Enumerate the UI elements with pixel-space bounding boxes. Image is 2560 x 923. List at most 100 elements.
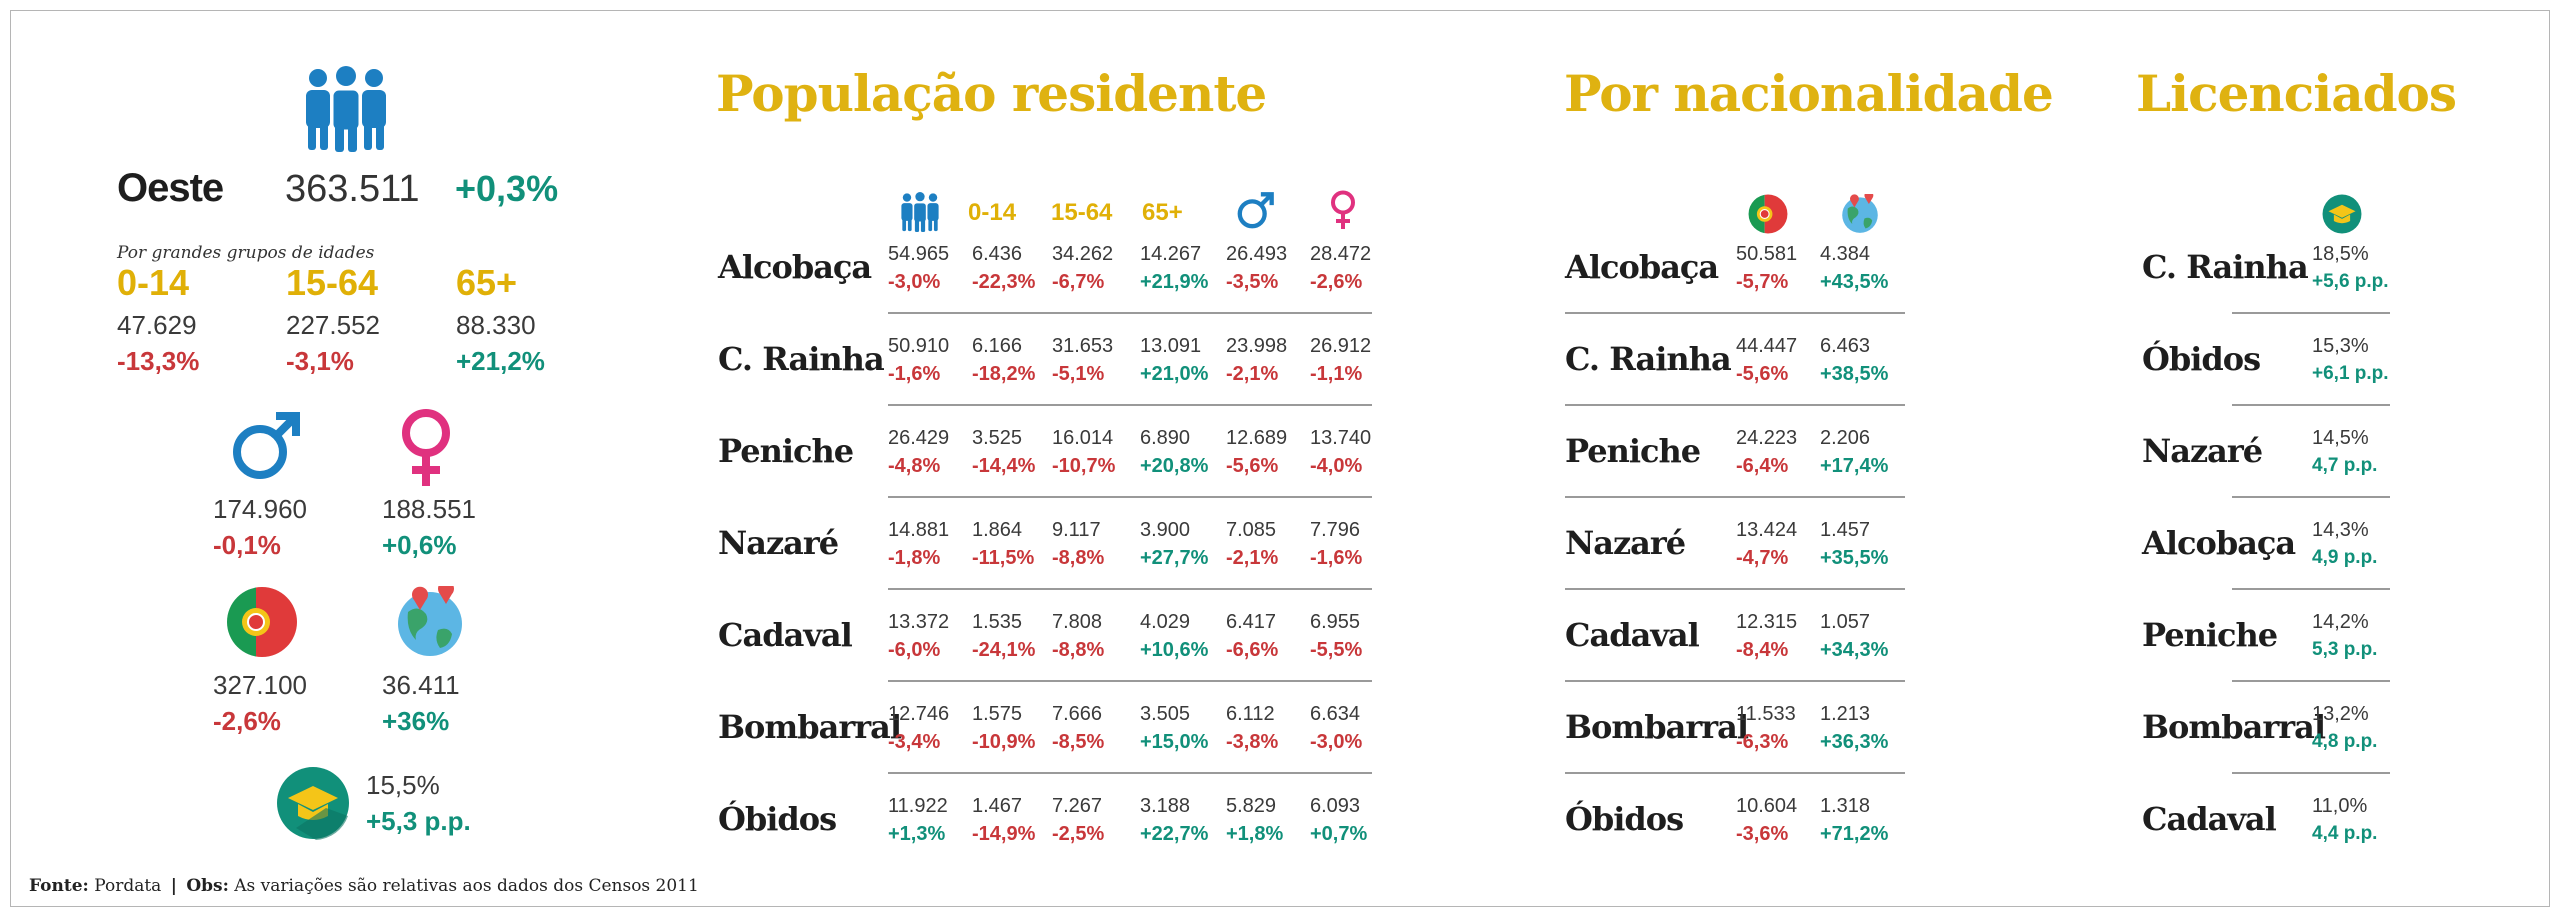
graduation-cap-icon (2322, 194, 2362, 234)
cell-value: 11.922 (888, 795, 948, 817)
cell-value: 5.829 (1226, 795, 1277, 817)
row-divider (888, 496, 1372, 498)
cell-change: +5,6 p.p. (2312, 271, 2389, 292)
nationality-title: Por nacionalidade (1564, 64, 2054, 123)
table-cell: 14.267 +21,9% (1140, 240, 1208, 296)
cell-change: +38,5% (1820, 363, 1889, 385)
table-cell: 12.689 -5,6% (1226, 424, 1287, 480)
portuguese-value: 327.100 (213, 670, 307, 700)
portugal-flag-icon (1748, 194, 1788, 234)
people-icon (306, 66, 386, 152)
cell-change: -6,0% (888, 639, 941, 661)
cell-value: 3.505 (1140, 703, 1191, 725)
table-cell: 31.653 -5,1% (1052, 332, 1113, 388)
cell-change: -10,9% (972, 731, 1036, 753)
cell-change: -6,7% (1052, 271, 1105, 293)
region-population: 363.511 (285, 168, 420, 210)
age-group-change: +21,2% (456, 346, 545, 376)
age-group-value: 88.330 (456, 310, 536, 340)
cell-value: 44.447 (1736, 335, 1798, 357)
cell-change: 4,9 p.p. (2312, 547, 2378, 568)
portuguese-change: -2,6% (213, 706, 281, 736)
globe-icon (1842, 194, 1878, 233)
table-cell: 3.525 -14,4% (972, 424, 1035, 480)
cell-value: 13.372 (888, 611, 950, 633)
cell-value: 6.955 (1310, 611, 1361, 633)
cell-change: 4,7 p.p. (2312, 455, 2378, 476)
age-groups-label: Por grandes grupos de idades (117, 243, 375, 263)
cell-change: -18,2% (972, 363, 1036, 385)
table-cell: 24.223 -6,4% (1736, 424, 1797, 480)
cell-change: -3,8% (1226, 731, 1279, 753)
cell-value: 14,3% (2312, 519, 2369, 541)
cell-value: 13.424 (1736, 519, 1798, 541)
table-cell: 14,5% 4,7 p.p. (2312, 424, 2377, 480)
graduation-cap-icon (277, 767, 349, 840)
table-cell: 1.457 +35,5% (1820, 516, 1888, 572)
row-divider (2232, 680, 2390, 682)
cell-change: +27,7% (1140, 547, 1209, 569)
cell-value: 12.315 (1736, 611, 1798, 633)
table-cell: 28.472 -2,6% (1310, 240, 1371, 296)
graduates-change: +5,3 p.p. (366, 806, 471, 836)
cell-value: 1.213 (1820, 703, 1871, 725)
table-cell: 2.206 +17,4% (1820, 424, 1888, 480)
municipality-name: Óbidos (2142, 340, 2261, 378)
cell-value: 1.535 (972, 611, 1023, 633)
cell-value: 14.881 (888, 519, 950, 541)
row-divider (888, 312, 1372, 314)
row-divider (2232, 772, 2390, 774)
cell-change: -5,1% (1052, 363, 1105, 385)
table-cell: 7.267 -2,5% (1052, 792, 1104, 848)
cell-value: 3.188 (1140, 795, 1191, 817)
table-cell: 15,3% +6,1 p.p. (2312, 332, 2389, 388)
table-cell: 7.808 -8,8% (1052, 608, 1104, 664)
infographic-frame (10, 10, 2550, 907)
table-cell: 3.188 +22,7% (1140, 792, 1208, 848)
cell-change: +71,2% (1820, 823, 1889, 845)
cell-value: 1.864 (972, 519, 1023, 541)
cell-change: -2,6% (1310, 271, 1363, 293)
municipality-name: C. Rainha (1565, 340, 1732, 378)
cell-value: 34.262 (1052, 243, 1114, 265)
cell-value: 6.112 (1226, 703, 1275, 725)
table-cell: 13.372 -6,0% (888, 608, 949, 664)
female-icon (1331, 190, 1355, 229)
table-cell: 6.955 -5,5% (1310, 608, 1362, 664)
row-divider (1565, 772, 1905, 774)
cell-change: 5,3 p.p. (2312, 639, 2378, 660)
row-divider (1565, 680, 1905, 682)
cell-value: 7.796 (1310, 519, 1361, 541)
age-group-change: -3,1% (286, 346, 354, 376)
table-cell: 6.463 +38,5% (1820, 332, 1888, 388)
table-cell: 7.796 -1,6% (1310, 516, 1362, 572)
cell-value: 4.029 (1140, 611, 1191, 633)
cell-change: -2,1% (1226, 363, 1279, 385)
municipality-name: Nazaré (2142, 432, 2263, 470)
cell-value: 9.117 (1052, 519, 1101, 541)
cell-change: +22,7% (1140, 823, 1209, 845)
table-cell: 11.922 +1,3% (888, 792, 948, 848)
cell-change: -8,8% (1052, 639, 1105, 661)
table-cell: 13.740 -4,0% (1310, 424, 1371, 480)
municipality-name: Óbidos (1565, 800, 1684, 838)
cell-value: 28.472 (1310, 243, 1372, 265)
cell-change: -24,1% (972, 639, 1036, 661)
table-cell: 44.447 -5,6% (1736, 332, 1797, 388)
row-divider (1565, 588, 1905, 590)
table-cell: 1.575 -10,9% (972, 700, 1035, 756)
cell-change: -2,5% (1052, 823, 1105, 845)
municipality-name: C. Rainha (718, 340, 885, 378)
region-population-change: +0,3% (455, 168, 559, 209)
table-cell: 1.467 -14,9% (972, 792, 1035, 848)
cell-change: +1,8% (1226, 823, 1284, 845)
footer-separator: | (170, 876, 177, 896)
cell-value: 1.457 (1820, 519, 1871, 541)
cell-value: 11.533 (1736, 703, 1796, 725)
table-cell: 34.262 -6,7% (1052, 240, 1113, 296)
table-cell: 12.315 -8,4% (1736, 608, 1797, 664)
cell-change: +0,7% (1310, 823, 1368, 845)
cell-value: 6.436 (972, 243, 1023, 265)
cell-change: -1,6% (1310, 547, 1363, 569)
cell-change: -8,8% (1052, 547, 1105, 569)
